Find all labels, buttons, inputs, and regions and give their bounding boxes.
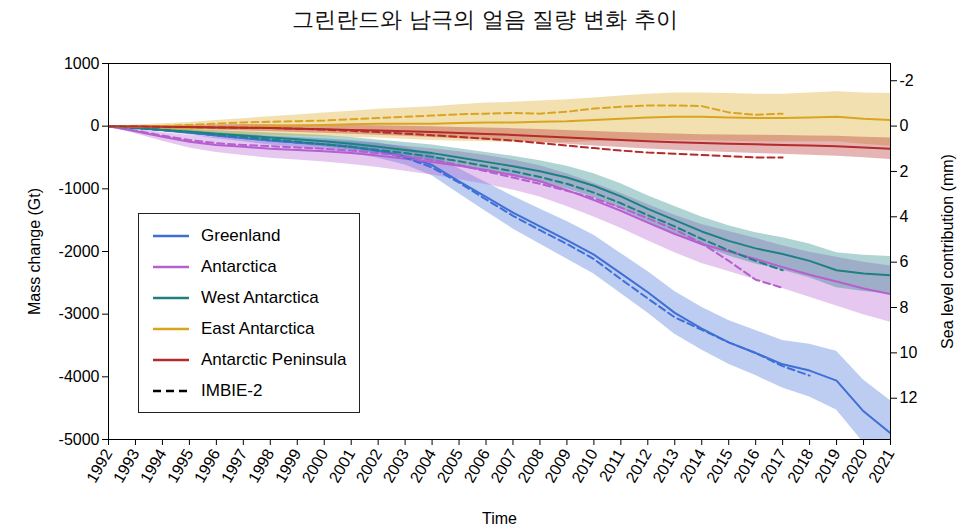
svg-text:2000: 2000 (299, 446, 332, 485)
svg-text:2018: 2018 (784, 446, 817, 485)
svg-text:2016: 2016 (730, 446, 763, 485)
svg-text:-2000: -2000 (59, 243, 100, 260)
svg-text:2015: 2015 (703, 446, 736, 485)
svg-text:12: 12 (900, 389, 918, 406)
html-text:East Antarctica: East Antarctica (201, 318, 315, 338)
svg-text:0: 0 (900, 117, 909, 134)
svg-text:2013: 2013 (649, 446, 682, 485)
svg-text:2017: 2017 (757, 446, 790, 485)
svg-text:1993: 1993 (110, 446, 143, 485)
svg-text:2011: 2011 (596, 446, 628, 484)
svg-text:Sea level contribution (mm): Sea level contribution (mm) (939, 154, 956, 349)
html-text:IMBIE-2: IMBIE-2 (201, 380, 263, 400)
html-text:Greenland: Greenland (201, 225, 281, 245)
svg-text:2019: 2019 (811, 446, 844, 485)
svg-text:1998: 1998 (245, 446, 278, 485)
svg-text:8: 8 (900, 299, 909, 316)
svg-text:2014: 2014 (676, 446, 709, 485)
svg-text:1994: 1994 (137, 446, 170, 485)
svg-text:4: 4 (900, 208, 909, 225)
svg-text:2: 2 (900, 163, 909, 180)
svg-text:1999: 1999 (272, 446, 305, 485)
svg-text:1000: 1000 (64, 55, 100, 72)
svg-text:2004: 2004 (407, 446, 440, 485)
html-text:그린란드와 남극의 얼음 질량 변화 추이: 그린란드와 남극의 얼음 질량 변화 추이 (291, 7, 679, 32)
html-text:Antarctic Peninsula: Antarctic Peninsula (201, 349, 347, 369)
svg-text:1995: 1995 (164, 446, 197, 485)
svg-text:2007: 2007 (487, 446, 520, 485)
svg-text:2021: 2021 (865, 446, 898, 485)
svg-text:0: 0 (91, 117, 100, 134)
svg-text:1996: 1996 (191, 446, 224, 485)
svg-text:2020: 2020 (838, 446, 871, 485)
svg-text:2006: 2006 (461, 446, 494, 485)
svg-text:10: 10 (900, 344, 918, 361)
svg-text:2001: 2001 (326, 446, 359, 485)
svg-text:-4000: -4000 (59, 368, 100, 385)
svg-text:1997: 1997 (218, 446, 251, 485)
svg-text:-3000: -3000 (59, 305, 100, 322)
html-text:West Antarctica: West Antarctica (201, 287, 319, 307)
svg-text:2008: 2008 (514, 446, 547, 485)
html-text:Antarctica: Antarctica (201, 256, 277, 276)
svg-text:6: 6 (900, 253, 909, 270)
svg-text:2010: 2010 (568, 446, 601, 485)
svg-text:2012: 2012 (622, 446, 655, 485)
svg-text:Mass change (Gt): Mass change (Gt) (26, 188, 43, 315)
svg-text:1992: 1992 (83, 446, 116, 485)
svg-text:-2: -2 (900, 72, 914, 89)
svg-text:-1000: -1000 (59, 180, 100, 197)
svg-text:2009: 2009 (541, 446, 574, 485)
svg-text:2002: 2002 (353, 446, 386, 485)
svg-text:Time: Time (482, 510, 517, 527)
svg-text:2005: 2005 (434, 446, 467, 485)
svg-text:2003: 2003 (380, 446, 413, 485)
svg-text:-5000: -5000 (59, 431, 100, 448)
